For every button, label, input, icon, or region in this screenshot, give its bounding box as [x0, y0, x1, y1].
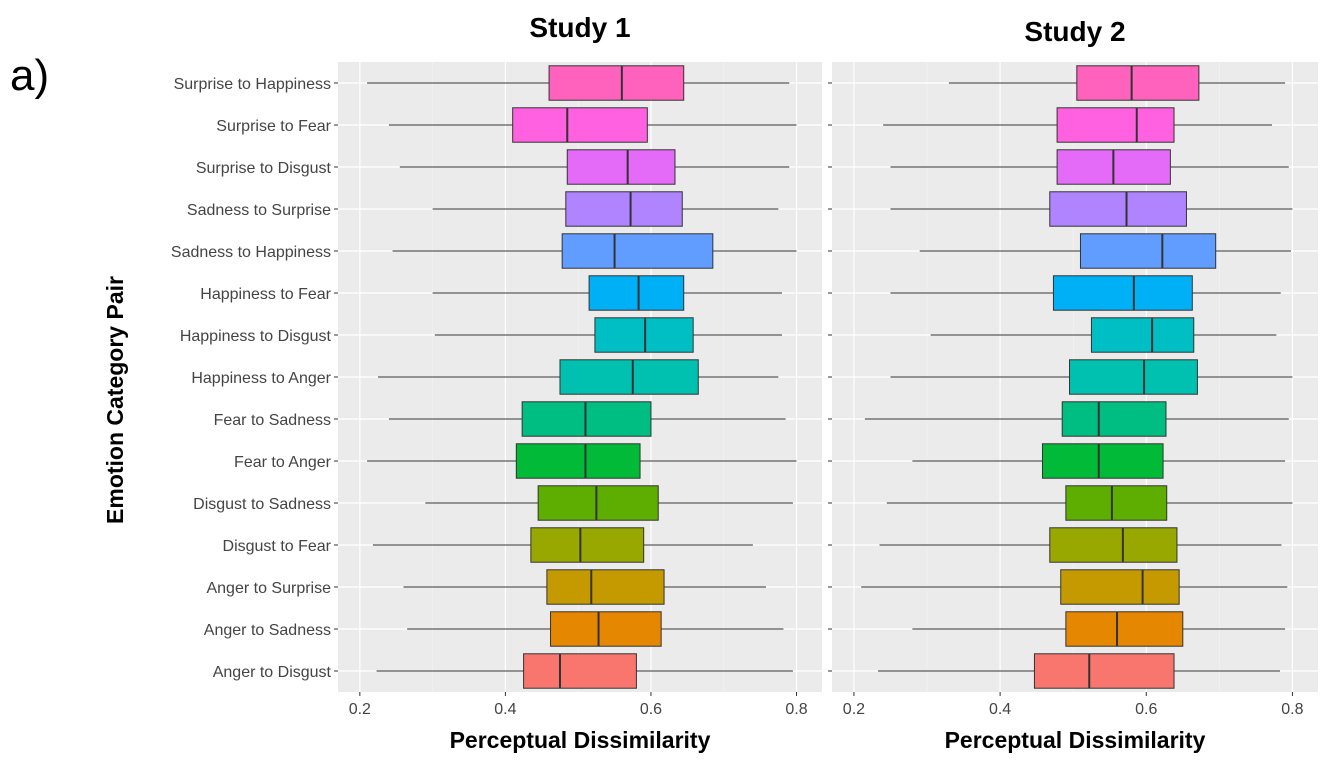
box-iqr: [521, 401, 652, 437]
y-axis-title: Emotion Category Pair: [102, 276, 128, 524]
y-tick-label: Sadness to Happiness: [171, 244, 331, 261]
y-tick-label: Fear to Anger: [234, 454, 332, 471]
x-axis-title: Perceptual Dissimilarity: [945, 727, 1206, 753]
box-iqr: [1090, 317, 1195, 353]
box-iqr: [559, 359, 699, 395]
box-iqr: [512, 107, 648, 143]
box-iqr: [1061, 401, 1167, 437]
box-anger-to-disgust: [376, 653, 793, 689]
y-tick-label: Happiness to Disgust: [180, 328, 332, 345]
x-tick-label: 0.4: [989, 701, 1011, 718]
y-tick-label: Fear to Sadness: [214, 412, 331, 429]
box-iqr: [1052, 275, 1193, 311]
box-iqr: [588, 275, 685, 311]
box-happiness-to-anger: [890, 359, 1293, 395]
box-iqr: [1079, 233, 1217, 269]
box-iqr: [1033, 653, 1175, 689]
box-iqr: [1065, 611, 1184, 647]
y-tick-label: Disgust to Fear: [223, 538, 332, 555]
box-fear-to-sadness: [864, 401, 1289, 437]
y-tick-label: Anger to Sadness: [204, 622, 331, 639]
facet-panels: 0.2 0.4 0.6 0.8 Study 1 Perceptual Dissimilar…: [171, 12, 1318, 753]
box-iqr: [1041, 443, 1164, 479]
box-anger-to-surprise: [861, 569, 1288, 605]
box-iqr: [1069, 359, 1198, 395]
y-tick-label: Anger to Surprise: [206, 580, 331, 597]
box-iqr: [548, 65, 685, 101]
box-surprise-to-happiness: [367, 65, 790, 101]
box-happiness-to-disgust: [930, 317, 1277, 353]
box-iqr: [550, 611, 662, 647]
x-tick-label: 0.6: [640, 701, 662, 718]
box-disgust-to-fear: [879, 527, 1282, 563]
box-iqr: [1076, 65, 1200, 101]
box-sadness-to-surprise: [890, 191, 1293, 227]
box-disgust-to-sadness: [425, 485, 793, 521]
box-happiness-to-anger: [378, 359, 779, 395]
y-tick-label: Happiness to Anger: [191, 370, 331, 387]
box-iqr: [1056, 107, 1175, 143]
box-anger-to-disgust: [878, 653, 1280, 689]
facet-panel-2: 0.2 0.4 0.6 0.8 Study 2 Perceptual Dissimilar…: [828, 16, 1318, 753]
y-tick-label: Disgust to Sadness: [193, 496, 331, 513]
box-iqr: [1049, 527, 1178, 563]
box-surprise-to-fear: [388, 107, 797, 143]
y-tick-label: Surprise to Disgust: [196, 160, 332, 177]
x-axis-title: Perceptual Dissimilarity: [450, 727, 711, 753]
y-tick-label: Surprise to Fear: [216, 118, 331, 135]
box-sadness-to-happiness: [392, 233, 797, 269]
box-fear-to-anger: [367, 443, 797, 479]
facet-title: Study 1: [529, 12, 630, 43]
box-iqr: [515, 443, 641, 479]
box-happiness-to-disgust: [434, 317, 782, 353]
facet-title: Study 2: [1024, 16, 1125, 47]
box-iqr: [561, 233, 714, 269]
box-iqr: [565, 191, 683, 227]
box-iqr: [1049, 191, 1187, 227]
box-anger-to-sadness: [407, 611, 784, 647]
box-anger-to-sadness: [912, 611, 1286, 647]
x-tick-label: 0.6: [1135, 701, 1157, 718]
box-happiness-to-fear: [432, 275, 782, 311]
box-iqr: [1065, 485, 1168, 521]
box-iqr: [530, 527, 645, 563]
box-sadness-to-surprise: [432, 191, 779, 227]
x-tick-label: 0.8: [785, 701, 807, 718]
box-surprise-to-fear: [883, 107, 1272, 143]
y-tick-label: Surprise to Happiness: [174, 76, 331, 93]
y-tick-label: Anger to Disgust: [213, 664, 332, 681]
box-surprise-to-disgust: [399, 149, 790, 185]
box-fear-to-sadness: [388, 401, 786, 437]
x-tick-label: 0.8: [1281, 701, 1303, 718]
box-anger-to-surprise: [403, 569, 766, 605]
box-surprise-to-happiness: [948, 65, 1286, 101]
box-disgust-to-sadness: [886, 485, 1293, 521]
x-tick-label: 0.2: [843, 701, 865, 718]
box-fear-to-anger: [912, 443, 1286, 479]
box-happiness-to-fear: [890, 275, 1281, 311]
box-surprise-to-disgust: [890, 149, 1289, 185]
box-iqr: [1060, 569, 1180, 605]
box-iqr: [566, 149, 676, 185]
y-tick-label: Sadness to Surprise: [187, 202, 331, 219]
x-tick-label: 0.4: [494, 701, 516, 718]
facet-panel-1: 0.2 0.4 0.6 0.8 Study 1 Perceptual Dissimilar…: [171, 12, 822, 753]
box-iqr: [594, 317, 694, 353]
panel-label: a): [10, 51, 49, 100]
box-iqr: [537, 485, 659, 521]
box-iqr: [523, 653, 637, 689]
box-sadness-to-happiness: [919, 233, 1291, 269]
y-tick-label: Happiness to Fear: [200, 286, 331, 303]
box-iqr: [546, 569, 665, 605]
x-tick-label: 0.2: [349, 701, 371, 718]
box-disgust-to-fear: [372, 527, 753, 563]
